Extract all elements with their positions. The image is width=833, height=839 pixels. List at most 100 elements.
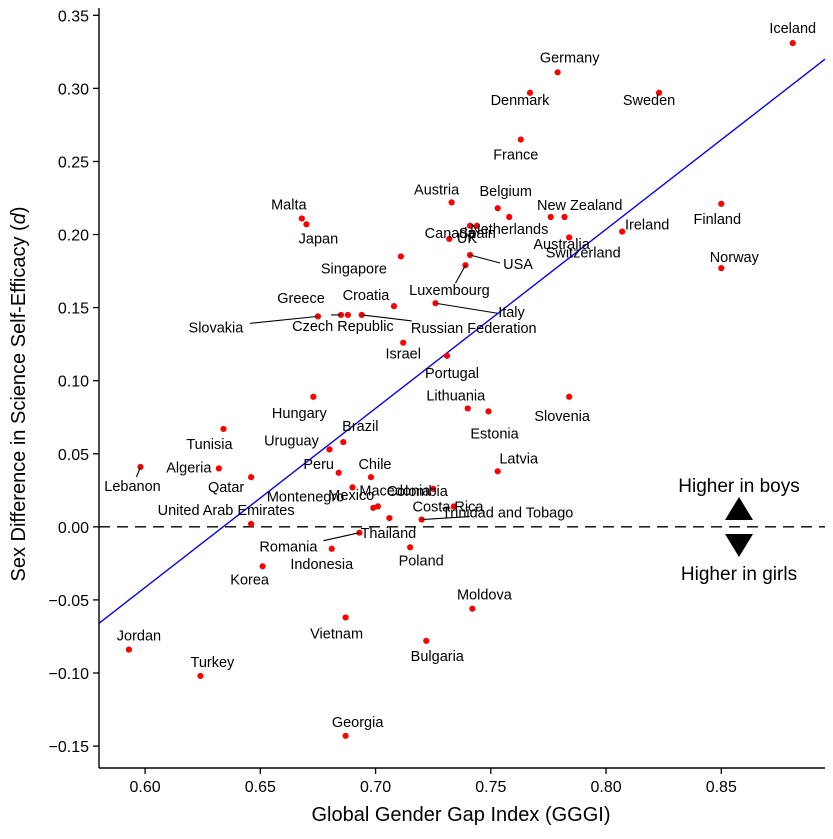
- y-tick-label: −0.05: [49, 593, 90, 610]
- point-france: [517, 136, 524, 143]
- point-label-korea: Korea: [230, 572, 270, 588]
- point-malta: [298, 215, 305, 222]
- point-hungary: [310, 393, 317, 400]
- y-tick-label: 0.00: [58, 520, 89, 537]
- leader-trinidad-and-tobago: [421, 515, 470, 521]
- point-japan: [303, 221, 310, 228]
- point-label-usa: USA: [503, 257, 533, 273]
- point-label-poland: Poland: [399, 553, 444, 569]
- point-label-uk: UK: [457, 231, 477, 247]
- point-tunisia: [220, 425, 227, 433]
- point-label-finland: Finland: [694, 212, 742, 228]
- point-poland: [407, 544, 414, 551]
- down-triangle-icon: [725, 534, 753, 557]
- point-slovenia: [566, 393, 573, 400]
- annotation-higher-in-girls: Higher in girls: [681, 564, 797, 585]
- point-chile: [367, 474, 375, 481]
- point-label-lebanon: Lebanon: [104, 479, 160, 495]
- point-label-united-arab-emirates: United Arab Emirates: [158, 503, 295, 519]
- y-axis-label: Sex Difference in Science Self-Efficacy …: [8, 207, 30, 582]
- point-label-tunisia: Tunisia: [186, 437, 233, 453]
- y-axis-label-var: d: [8, 212, 30, 224]
- x-axis-label: Global Gender Gap Index (GGGI): [311, 804, 610, 826]
- point-label-italy: Italy: [498, 305, 525, 321]
- point-austria: [448, 199, 455, 206]
- point-label-netherlands: Netherlands: [470, 222, 548, 238]
- y-tick-label: 0.25: [58, 154, 89, 171]
- point-mexico: [370, 504, 377, 511]
- point-label-jordan: Jordan: [117, 629, 161, 645]
- point-jordan: [125, 646, 133, 653]
- point-label-algeria: Algeria: [166, 460, 212, 476]
- point-label-montenegro: Montenegro: [267, 489, 344, 505]
- point-turkey: [197, 672, 204, 680]
- point-label-austria: Austria: [414, 182, 460, 198]
- point-label-russian-federation: Russian Federation: [411, 321, 537, 337]
- point-algeria: [215, 465, 222, 472]
- point-colombia: [430, 485, 437, 492]
- point-label-switzerland: Switzerland: [546, 245, 621, 261]
- point-georgia: [342, 732, 349, 739]
- point-label-australia: Australia: [533, 237, 590, 253]
- point-label-japan: Japan: [299, 231, 339, 247]
- point-label-vietnam: Vietnam: [310, 626, 363, 642]
- point-label-turkey: Turkey: [191, 655, 236, 671]
- point-vietnam: [342, 614, 349, 621]
- point-label-brazil: Brazil: [342, 419, 378, 435]
- point-montenegro: [349, 484, 356, 491]
- point-brazil: [340, 438, 347, 446]
- point-label-thailand: Thailand: [361, 526, 417, 542]
- point-label-bulgaria: Bulgaria: [411, 649, 465, 665]
- leader-usa: [469, 254, 501, 264]
- point-label-croatia: Croatia: [343, 288, 391, 304]
- leader-russian-federation: [361, 314, 412, 322]
- point-peru: [335, 469, 342, 476]
- point-bulgaria: [423, 637, 430, 644]
- y-tick-label: 0.30: [58, 81, 89, 98]
- point-label-qatar: Qatar: [208, 480, 244, 496]
- point-norway: [718, 265, 725, 272]
- point-label-georgia: Georgia: [332, 715, 385, 731]
- up-triangle-icon: [725, 497, 753, 520]
- point-label-romania: Romania: [259, 540, 318, 556]
- point-label-denmark: Denmark: [491, 93, 551, 109]
- point-iceland: [789, 39, 796, 47]
- y-tick-label: −0.15: [49, 739, 90, 756]
- point-label-singapore: Singapore: [321, 261, 387, 277]
- leader-romania: [323, 532, 360, 542]
- point-uk: [473, 222, 481, 229]
- point-new-zealand: [547, 213, 554, 221]
- point-germany: [554, 69, 561, 76]
- point-label-czech-republic: Czech Republic: [292, 319, 394, 335]
- point-label-colombia: Colombia: [387, 484, 449, 500]
- x-tick-label: 0.85: [706, 779, 737, 796]
- point-label-chile: Chile: [358, 457, 391, 473]
- point-label-slovakia: Slovakia: [189, 320, 245, 336]
- point-ireland: [619, 228, 626, 235]
- point-indonesia: [328, 545, 335, 552]
- point-label-israel: Israel: [385, 347, 420, 363]
- point-uruguay: [326, 446, 333, 453]
- point-costa-rica: [450, 503, 458, 510]
- point-switzerland: [566, 234, 573, 241]
- point-label-greece: Greece: [277, 291, 325, 307]
- annotation-higher-in-boys: Higher in boys: [678, 476, 799, 497]
- point-label-moldova: Moldova: [457, 588, 513, 604]
- point-moldova: [469, 605, 476, 612]
- point-label-france: France: [493, 148, 538, 164]
- point-australia: [561, 213, 568, 221]
- point-label-peru: Peru: [303, 457, 334, 473]
- point-portugal: [443, 352, 451, 359]
- point-label-uruguay: Uruguay: [264, 433, 320, 449]
- point-israel: [400, 339, 407, 346]
- x-tick-label: 0.80: [590, 779, 621, 796]
- y-axis-label-close: ): [8, 207, 30, 214]
- point-label-luxembourg: Luxembourg: [409, 283, 490, 299]
- point-label-portugal: Portugal: [425, 366, 479, 382]
- point-label-mexico: Mexico: [328, 488, 374, 504]
- y-tick-label: −0.10: [49, 666, 90, 683]
- point-label-iceland: Iceland: [769, 21, 816, 37]
